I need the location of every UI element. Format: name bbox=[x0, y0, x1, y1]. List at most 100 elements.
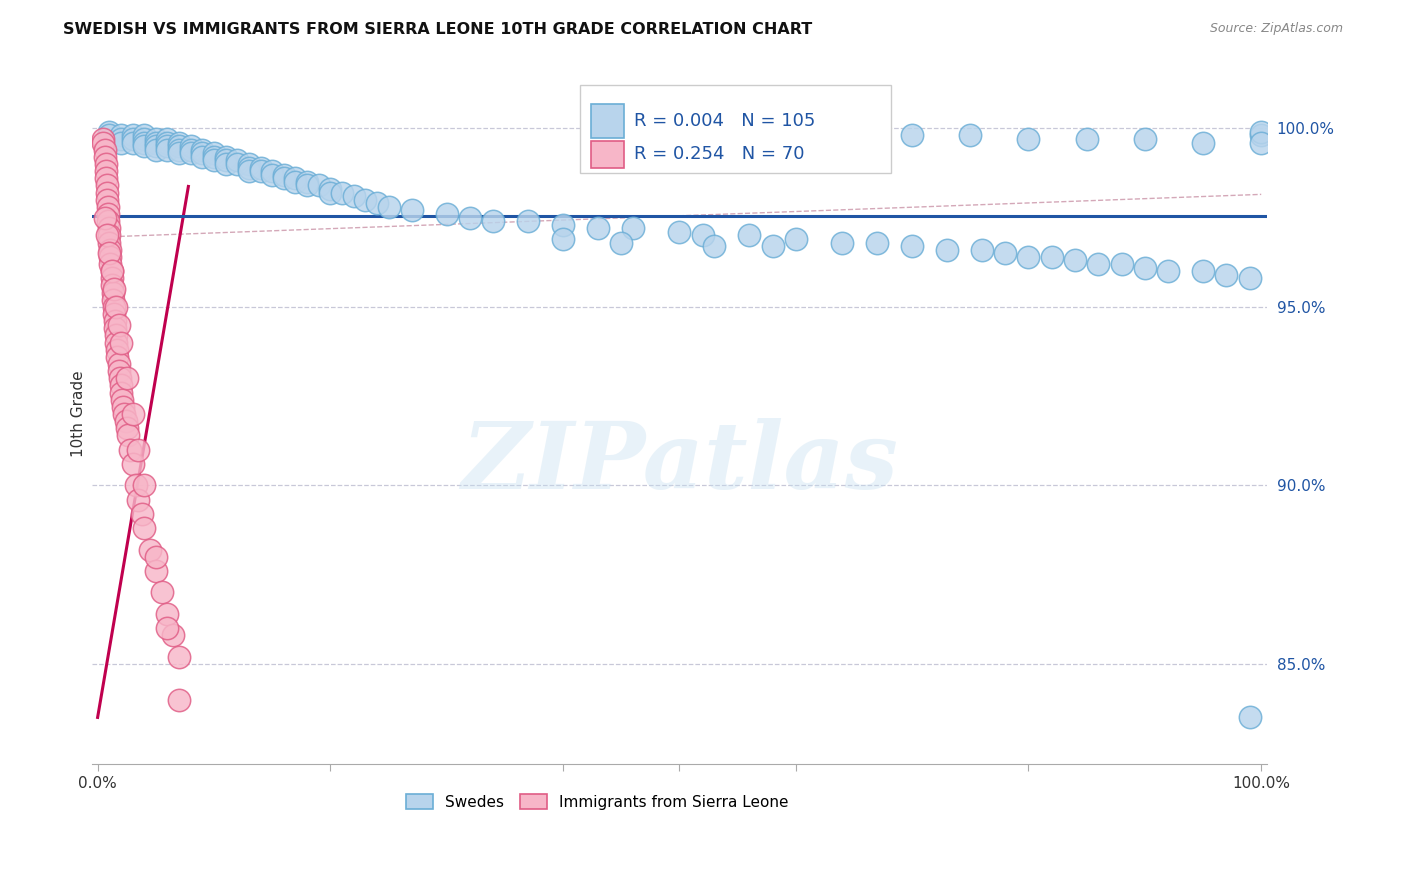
Point bbox=[226, 157, 249, 171]
Point bbox=[901, 239, 924, 253]
Point bbox=[105, 328, 128, 343]
Point bbox=[112, 407, 135, 421]
Point bbox=[551, 232, 574, 246]
Point bbox=[191, 150, 214, 164]
Point bbox=[93, 211, 115, 225]
Point bbox=[180, 143, 202, 157]
Point bbox=[785, 232, 807, 246]
Point bbox=[214, 157, 236, 171]
Point bbox=[110, 378, 132, 392]
Point bbox=[959, 128, 981, 143]
Point bbox=[284, 175, 307, 189]
Point bbox=[842, 128, 865, 143]
Point bbox=[125, 478, 148, 492]
Point bbox=[97, 207, 120, 221]
Point bbox=[167, 692, 190, 706]
Legend: Swedes, Immigrants from Sierra Leone: Swedes, Immigrants from Sierra Leone bbox=[399, 788, 794, 815]
Point bbox=[1157, 264, 1180, 278]
Point bbox=[1018, 250, 1040, 264]
Point bbox=[342, 189, 364, 203]
Text: SWEDISH VS IMMIGRANTS FROM SIERRA LEONE 10TH GRADE CORRELATION CHART: SWEDISH VS IMMIGRANTS FROM SIERRA LEONE … bbox=[63, 22, 813, 37]
Point bbox=[167, 146, 190, 161]
Point bbox=[1239, 271, 1261, 285]
Point bbox=[134, 139, 156, 153]
Point bbox=[110, 385, 132, 400]
Point bbox=[1087, 257, 1109, 271]
Point bbox=[167, 136, 190, 150]
Point bbox=[167, 139, 190, 153]
Point bbox=[100, 278, 122, 293]
Point bbox=[103, 300, 125, 314]
Point bbox=[121, 457, 143, 471]
Point bbox=[94, 164, 117, 178]
Point bbox=[610, 235, 633, 250]
Point bbox=[117, 428, 139, 442]
Point bbox=[226, 153, 249, 168]
Point bbox=[110, 128, 132, 143]
Point bbox=[100, 264, 122, 278]
Point bbox=[284, 171, 307, 186]
Point bbox=[156, 607, 179, 621]
Point bbox=[100, 250, 122, 264]
Point bbox=[100, 271, 122, 285]
Point bbox=[110, 335, 132, 350]
Point bbox=[134, 128, 156, 143]
Point bbox=[145, 139, 167, 153]
Point bbox=[110, 136, 132, 150]
Point bbox=[1076, 132, 1098, 146]
Point bbox=[238, 161, 260, 175]
Point bbox=[1215, 268, 1237, 282]
Point bbox=[105, 335, 128, 350]
Point bbox=[107, 318, 129, 332]
Point bbox=[401, 203, 423, 218]
Point bbox=[214, 153, 236, 168]
Point bbox=[156, 136, 179, 150]
Point bbox=[107, 364, 129, 378]
Point bbox=[249, 161, 271, 175]
Point bbox=[96, 186, 118, 200]
Point bbox=[1250, 128, 1272, 143]
Point bbox=[180, 146, 202, 161]
Point bbox=[139, 542, 162, 557]
Point bbox=[111, 392, 134, 407]
Point bbox=[761, 239, 783, 253]
Point bbox=[936, 243, 959, 257]
Point bbox=[1133, 260, 1156, 275]
Point bbox=[97, 214, 120, 228]
Point bbox=[517, 214, 540, 228]
Point bbox=[377, 200, 399, 214]
Point bbox=[1250, 136, 1272, 150]
Point bbox=[121, 136, 143, 150]
Text: R = 0.004   N = 105: R = 0.004 N = 105 bbox=[634, 112, 815, 129]
Point bbox=[134, 478, 156, 492]
Point bbox=[105, 350, 128, 364]
Point bbox=[249, 164, 271, 178]
Point bbox=[93, 143, 115, 157]
Point bbox=[145, 549, 167, 564]
Text: Source: ZipAtlas.com: Source: ZipAtlas.com bbox=[1209, 22, 1343, 36]
Point bbox=[994, 246, 1017, 260]
Point bbox=[93, 150, 115, 164]
Point bbox=[98, 228, 121, 243]
Point bbox=[738, 228, 761, 243]
Point bbox=[1111, 257, 1133, 271]
Point bbox=[98, 235, 121, 250]
Point bbox=[156, 621, 179, 635]
Y-axis label: 10th Grade: 10th Grade bbox=[72, 371, 86, 458]
Text: ZIPatlas: ZIPatlas bbox=[461, 418, 898, 508]
Point bbox=[1133, 132, 1156, 146]
Point bbox=[120, 442, 142, 457]
Point bbox=[436, 207, 458, 221]
Point bbox=[866, 235, 889, 250]
Point bbox=[115, 421, 138, 435]
Point bbox=[1018, 132, 1040, 146]
Point bbox=[121, 128, 143, 143]
Point bbox=[110, 132, 132, 146]
Point bbox=[330, 186, 353, 200]
Point bbox=[202, 153, 225, 168]
Point bbox=[785, 125, 807, 139]
Point bbox=[901, 128, 924, 143]
Point bbox=[100, 257, 122, 271]
Point bbox=[1239, 710, 1261, 724]
Point bbox=[96, 193, 118, 207]
